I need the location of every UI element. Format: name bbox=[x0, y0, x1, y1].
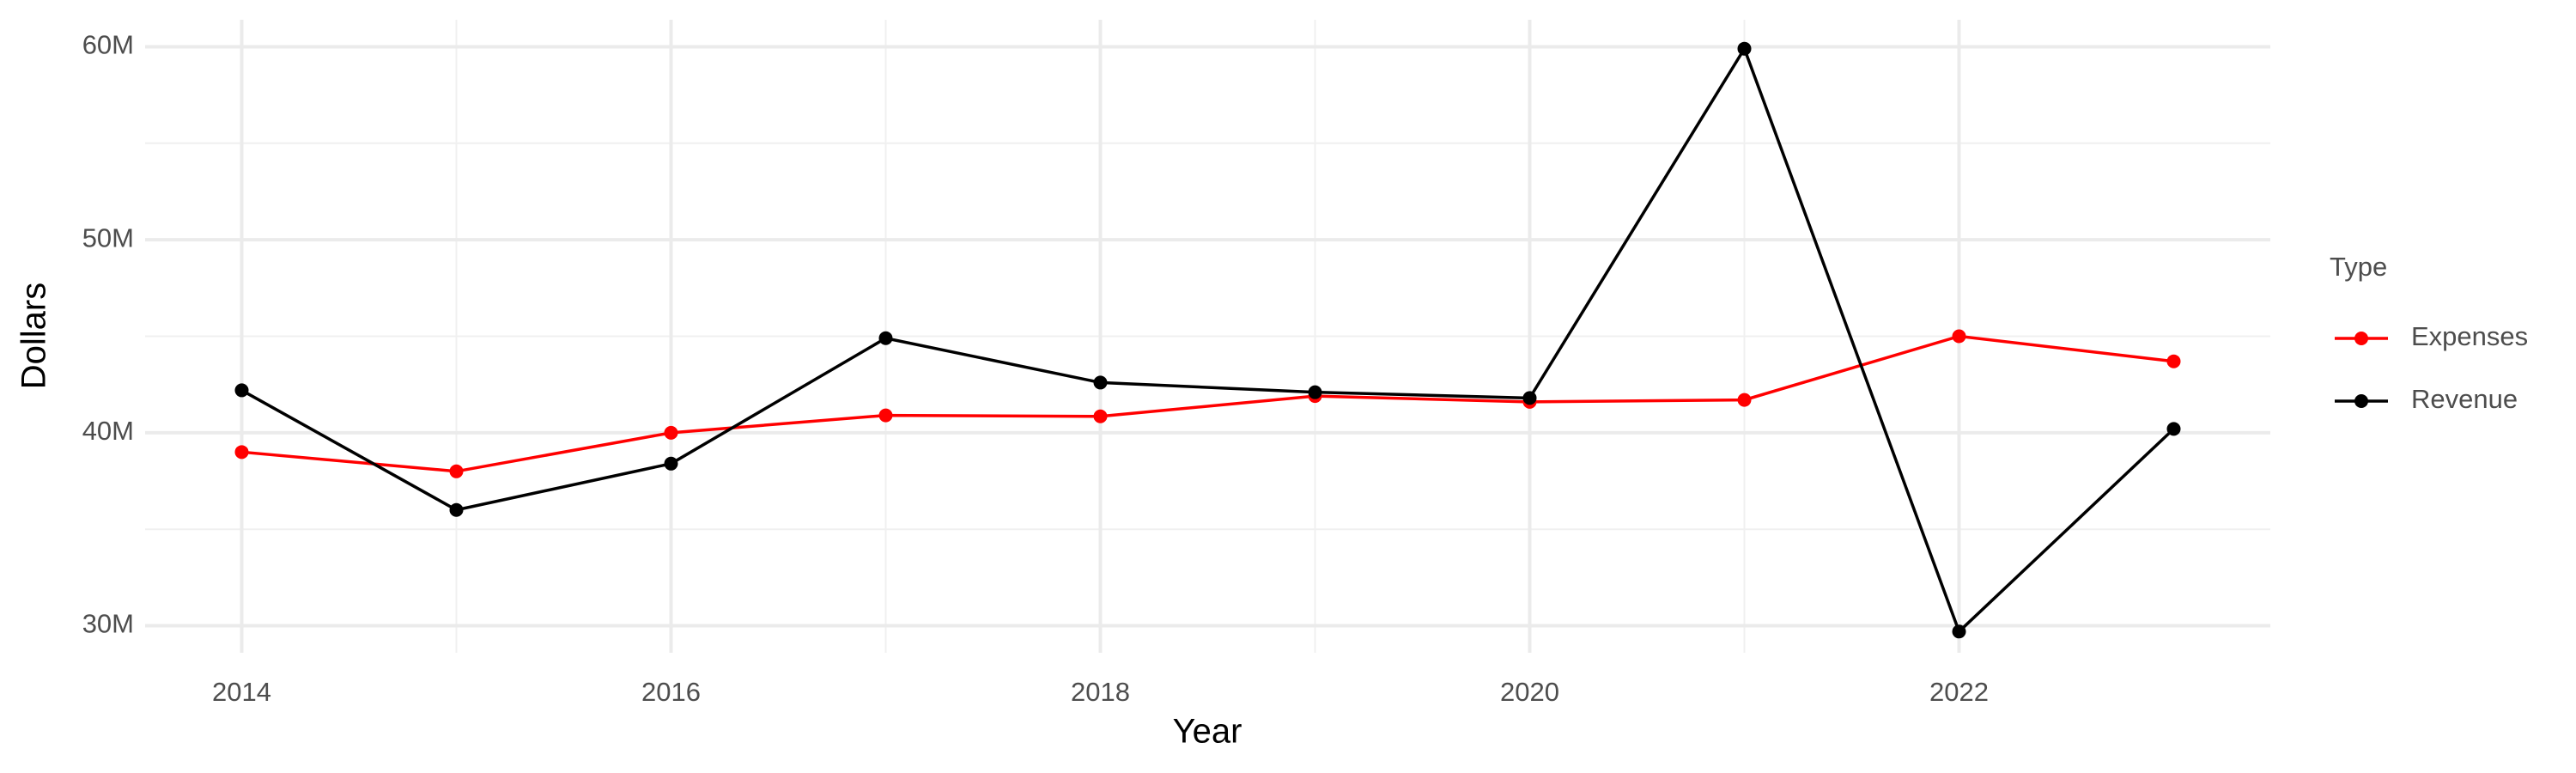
y-tick-label: 60M bbox=[82, 30, 134, 60]
data-point bbox=[1522, 391, 1537, 405]
data-point bbox=[664, 425, 678, 440]
data-point bbox=[2166, 422, 2181, 436]
legend-point bbox=[2354, 394, 2368, 408]
y-tick-label: 50M bbox=[82, 222, 134, 253]
x-tick-label: 2018 bbox=[1071, 677, 1130, 707]
y-tick-label: 30M bbox=[82, 609, 134, 639]
y-tick-label: 40M bbox=[82, 416, 134, 446]
data-point bbox=[234, 383, 249, 398]
x-tick-label: 2020 bbox=[1500, 677, 1559, 707]
x-tick-label: 2016 bbox=[641, 677, 701, 707]
series-line bbox=[240, 45, 2175, 635]
data-point bbox=[878, 408, 893, 423]
data-point bbox=[1737, 393, 1752, 407]
data-point bbox=[1308, 385, 1322, 399]
data-point bbox=[449, 502, 464, 517]
x-tick-label: 2014 bbox=[212, 677, 271, 707]
data-point bbox=[2166, 354, 2181, 368]
data-point bbox=[664, 456, 678, 471]
legend-title: Type bbox=[2330, 252, 2387, 282]
data-point bbox=[1093, 409, 1108, 423]
legend-label: Revenue bbox=[2411, 384, 2518, 414]
data-point bbox=[1952, 624, 1966, 639]
data-point bbox=[1952, 329, 1966, 344]
legend-label: Expenses bbox=[2411, 321, 2528, 351]
data-point bbox=[234, 445, 249, 460]
series-line bbox=[241, 334, 2174, 473]
x-tick-label: 2022 bbox=[1929, 677, 1989, 707]
data-point bbox=[1737, 41, 1752, 56]
x-axis-title: Year bbox=[1173, 713, 1242, 751]
data-point bbox=[449, 464, 464, 478]
data-point bbox=[878, 331, 893, 345]
y-axis-title: Dollars bbox=[15, 283, 53, 389]
legend-point bbox=[2354, 332, 2368, 345]
data-point bbox=[1093, 375, 1108, 390]
